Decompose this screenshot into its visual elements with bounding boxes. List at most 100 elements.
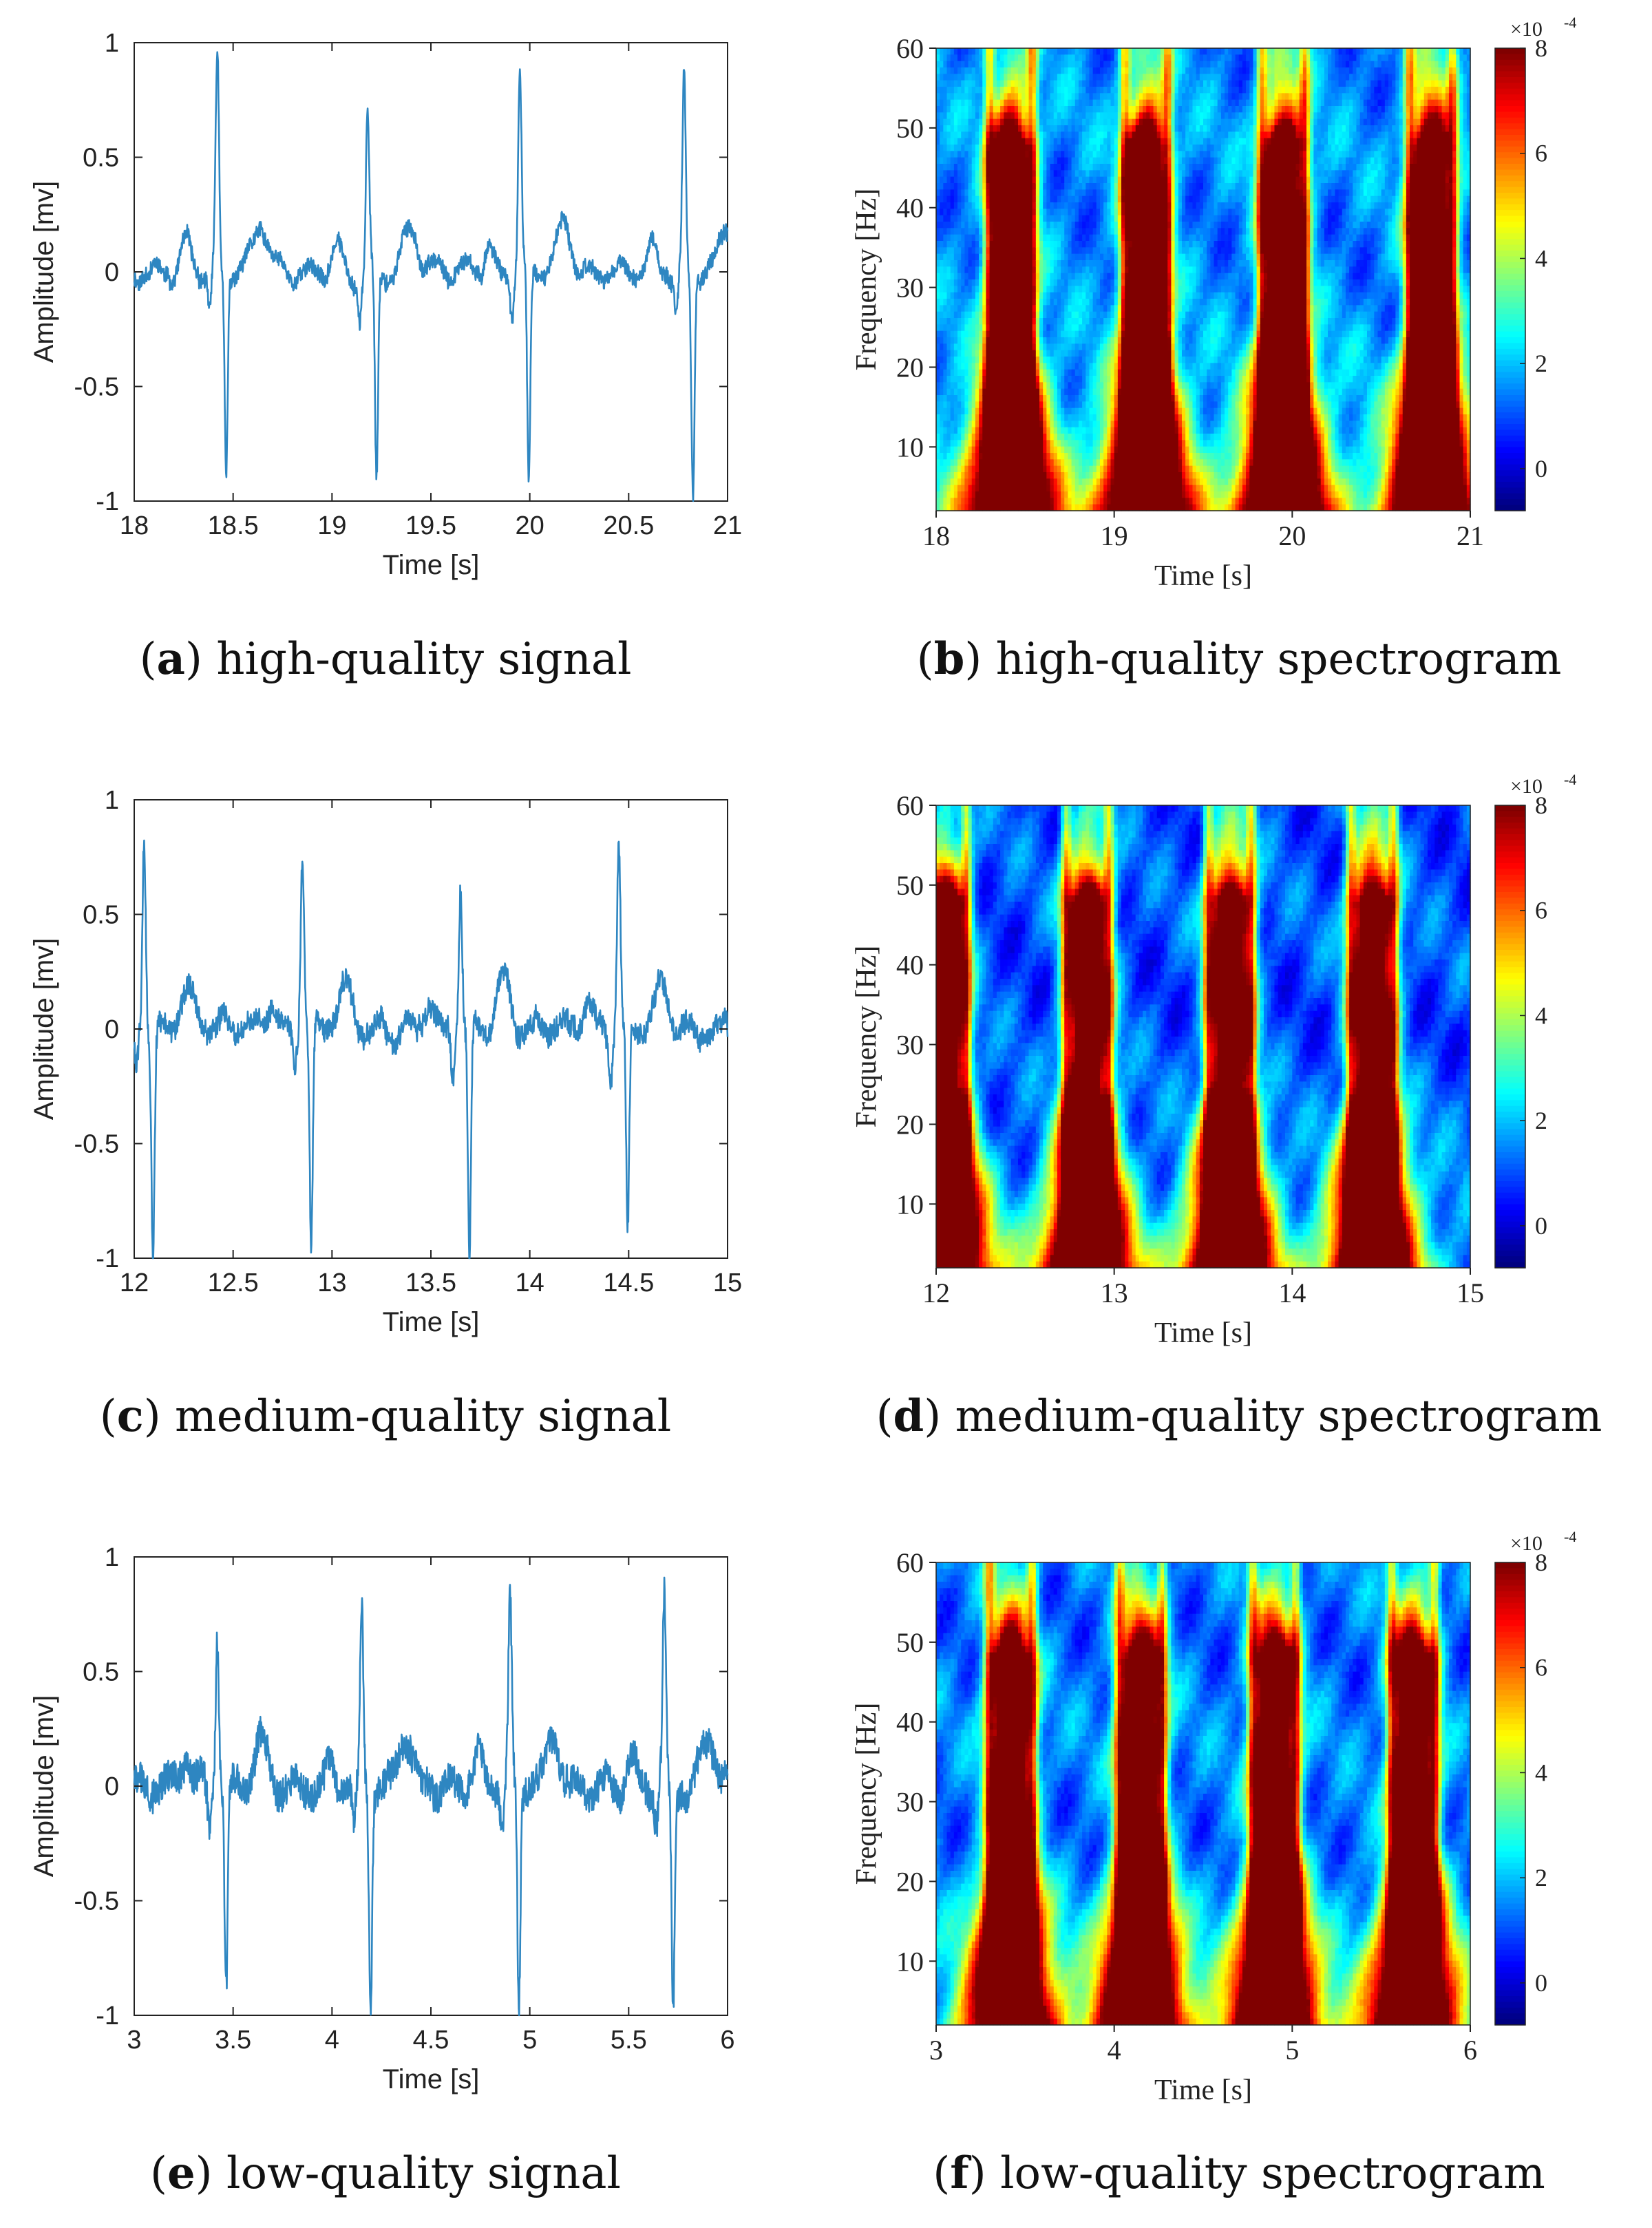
x-tick-label: 14 (1278, 1277, 1306, 1308)
caption-e: (e) low-quality signal (0, 2147, 771, 2199)
y-tick-label: 40 (896, 950, 924, 981)
heatmap-cells (936, 48, 1471, 511)
colorbar-tick-label: 2 (1535, 1107, 1547, 1134)
colorbar-exponent: ×10 (1510, 775, 1543, 798)
y-tick-label: -1 (96, 2002, 119, 2030)
caption-a-letter: a (157, 633, 185, 685)
y-tick-label: 1 (105, 1543, 119, 1572)
panel-a: 18 18.5 19 19.5 20 20.5 21 1 0.5 0 -0.5 -1 Time [s] A… (0, 0, 771, 723)
y-tick-label: 60 (896, 1547, 924, 1578)
y-tick-label: 60 (896, 33, 924, 64)
y-tick-label: 1 (105, 29, 119, 58)
y-tick-label: -1 (96, 1244, 119, 1273)
chart-e: 3 3.5 4 4.5 5 5.5 6 1 0.5 0 -0.5 -1 Time [s] Amplitud… (29, 1543, 735, 2094)
x-tick-label: 19.5 (405, 511, 456, 540)
x-tick-label: 14.5 (603, 1269, 654, 1297)
colorbar-tick-label: 2 (1535, 1864, 1547, 1891)
x-tick-label: 4 (325, 2026, 339, 2055)
panel-b: 18 19 20 21 60 50 40 30 20 10 Time [s] Frequency [H… (826, 0, 1652, 723)
y-tick-label: 0.5 (83, 901, 119, 930)
y-tick-label: 20 (896, 1866, 924, 1897)
colorbar-tick-label: 0 (1535, 455, 1547, 482)
y-tick-label: 20 (896, 1109, 924, 1140)
beat-peak-1 (215, 1628, 220, 1633)
caption-b: (b) high-quality spectrogram (826, 633, 1652, 685)
y-tick-label: -1 (96, 487, 119, 516)
x-tick-label: 12 (120, 1269, 149, 1297)
colorbar-tick-label: 6 (1535, 140, 1547, 167)
y-tick-label: 0 (105, 1015, 119, 1044)
caption-d: (d) medium-quality spectrogram (826, 1390, 1652, 1442)
colorbar (1495, 805, 1525, 1269)
y-tick-label: 50 (896, 1627, 924, 1658)
colorbar-tick-label: 4 (1535, 1759, 1547, 1786)
x-tick-label: 6 (1463, 2035, 1477, 2066)
x-tick-label: 14 (516, 1269, 544, 1297)
colorbar-power: -4 (1564, 1528, 1576, 1545)
y-tick-label: 30 (896, 1787, 924, 1818)
x-tick-label: 12.5 (208, 1269, 259, 1297)
x-axis-label: Time [s] (383, 1307, 480, 1337)
y-tick-label: 40 (896, 1707, 924, 1738)
x-tick-label: 18.5 (208, 511, 259, 540)
x-tick-label: 3 (127, 2026, 141, 2055)
colorbar-tick-label: 6 (1535, 1654, 1547, 1681)
beat-peak-3 (508, 1594, 512, 1598)
signal-series (133, 1576, 729, 2017)
x-tick-label: 19 (1101, 520, 1128, 551)
colorbar-power: -4 (1564, 771, 1576, 788)
beat-peak-2 (300, 846, 304, 850)
x-tick-label: 5 (1285, 2035, 1299, 2066)
colorbar (1495, 1562, 1525, 2026)
caption-d-letter: d (893, 1390, 924, 1442)
beat-peak-4 (617, 844, 621, 848)
y-tick-label: 0.5 (83, 1658, 119, 1687)
beat-peak-1 (142, 825, 146, 829)
beat-peak-3 (458, 878, 463, 882)
y-tick-label: 0 (105, 1772, 119, 1801)
y-axis-label: Amplitude [mv] (29, 1695, 59, 1878)
x-axis-label: Time [s] (383, 550, 480, 580)
y-tick-label: 10 (896, 432, 924, 463)
caption-f-text: low-quality spectrogram (1000, 2148, 1545, 2199)
colorbar-exponent: ×10 (1510, 1532, 1543, 1555)
x-tick-label: 21 (713, 511, 742, 540)
x-tick-label: 13 (317, 1269, 346, 1297)
x-tick-label: 3.5 (215, 2026, 251, 2055)
y-tick-label: 60 (896, 790, 924, 821)
caption-a: (a) high-quality signal (0, 633, 771, 685)
colorbar-tick-label: 8 (1535, 1549, 1547, 1576)
y-tick-label: 30 (896, 1030, 924, 1061)
x-tick-label: 4 (1108, 2035, 1121, 2066)
colorbar-tick-label: 0 (1535, 1212, 1547, 1240)
x-tick-label: 13 (1101, 1277, 1128, 1308)
caption-a-text: high-quality signal (216, 634, 631, 685)
beat-peak-2 (359, 1601, 363, 1605)
signal-series (133, 839, 729, 1260)
caption-b-text: high-quality spectrogram (996, 634, 1562, 685)
x-tick-label: 5.5 (611, 2026, 647, 2055)
caption-c: (c) medium-quality signal (0, 1390, 771, 1442)
y-tick-label: 20 (896, 352, 924, 383)
x-tick-label: 3 (929, 2035, 943, 2066)
caption-f: (f) low-quality spectrogram (826, 2147, 1652, 2199)
beat-peak-1 (215, 56, 220, 61)
y-tick-label: -0.5 (74, 1887, 119, 1916)
x-tick-label: 20 (516, 511, 544, 540)
x-axis-label: Time [s] (1154, 1317, 1252, 1349)
x-axis-label: Time [s] (1154, 560, 1252, 592)
beat-peak-2 (366, 118, 370, 123)
x-tick-label: 20 (1278, 520, 1306, 551)
colorbar-tick-label: 8 (1535, 792, 1547, 819)
y-axis-label: Frequency [Hz] (851, 189, 882, 371)
x-tick-label: 15 (1457, 1277, 1484, 1308)
beat-peak-4 (682, 77, 686, 81)
colorbar-tick-label: 2 (1535, 350, 1547, 377)
colorbar-tick-label: 6 (1535, 897, 1547, 924)
caption-e-text: low-quality signal (226, 2148, 621, 2199)
x-tick-label: 13.5 (405, 1269, 456, 1297)
chart-c: 12 12.5 13 13.5 14 14.5 15 1 0.5 0 -0.5 -1 Time [s] A… (29, 786, 742, 1337)
heatmap-cells (936, 805, 1471, 1269)
